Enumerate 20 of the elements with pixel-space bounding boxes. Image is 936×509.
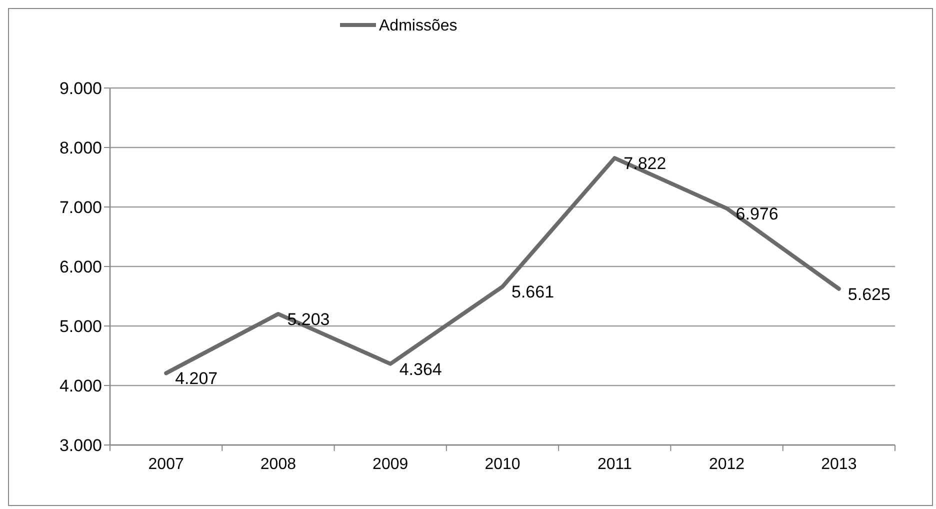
data-label: 4.207 <box>175 369 218 388</box>
x-tick-label: 2007 <box>148 456 184 473</box>
data-label: 6.976 <box>736 204 778 224</box>
data-label: 5.661 <box>512 282 554 302</box>
y-tick-label: 8.000 <box>59 138 102 158</box>
y-tick-label: 3.000 <box>59 436 102 455</box>
x-tick-label: 2010 <box>484 456 520 473</box>
y-tick-label: 4.000 <box>59 376 102 396</box>
data-label: 5.625 <box>848 284 890 304</box>
x-tick-label: 2009 <box>372 456 408 473</box>
x-tick-label: 2011 <box>597 456 632 473</box>
x-tick-label: 2012 <box>708 456 745 473</box>
legend-label: Admissões <box>379 18 458 35</box>
y-tick-label: 9.000 <box>59 78 102 98</box>
x-tick-label: 2008 <box>260 456 296 473</box>
x-tick-label: 2013 <box>821 456 857 473</box>
y-tick-label: 6.000 <box>59 257 102 276</box>
y-tick-label: 5.000 <box>59 316 102 336</box>
data-label: 4.364 <box>399 360 442 379</box>
y-tick-label: 7.000 <box>59 198 102 217</box>
